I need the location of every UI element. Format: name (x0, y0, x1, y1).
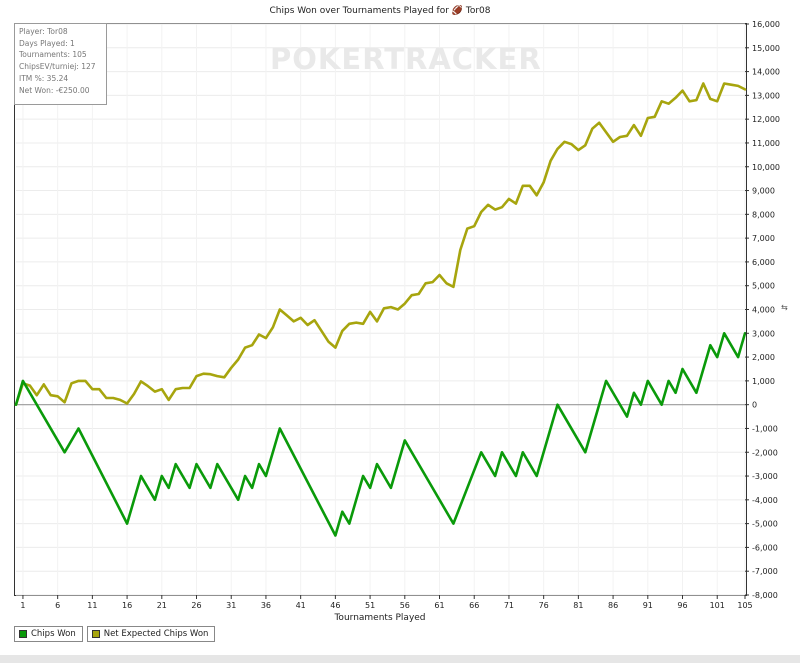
y-tick-label: -4,000 (752, 496, 778, 505)
y-tick-label: 8,000 (752, 210, 775, 219)
x-tick-label: 96 (677, 601, 687, 610)
gridlines (16, 23, 746, 596)
stats-days-played: Days Played: 1 (19, 38, 75, 48)
y-tick-label: 3,000 (752, 329, 775, 338)
x-tick-label: 86 (608, 601, 618, 610)
x-tick-label: 105 (737, 601, 752, 610)
y-tick-label: 11,000 (752, 139, 780, 148)
stats-tournaments: Tournaments: 105 (19, 50, 87, 60)
y-tick-label: -2,000 (752, 448, 778, 457)
legend-swatch-chips-won (19, 630, 27, 638)
series-lines (14, 82, 747, 537)
x-tick-label: 91 (643, 601, 653, 610)
legend: Chips Won Net Expected Chips Won (14, 626, 216, 642)
y-tick-label: 1,000 (752, 377, 775, 386)
x-tick-label: 56 (400, 601, 410, 610)
y-tick-label: -5,000 (752, 520, 778, 529)
y-tick-label: -3,000 (752, 472, 778, 481)
x-tick-label: 81 (573, 601, 583, 610)
x-tick-label: 46 (330, 601, 340, 610)
status-strip (0, 655, 800, 663)
pokertracker-watermark: POKERTRACKER (270, 42, 542, 76)
series-line-net-expected-chips-won (14, 82, 747, 407)
x-tick-label: 11 (87, 601, 97, 610)
y-tick-label: 13,000 (752, 91, 780, 100)
chart-title: Chips Won over Tournaments Played for 🏈 … (269, 6, 491, 16)
x-axis-title: Tournaments Played (333, 613, 425, 623)
y-tick-label: 4,000 (752, 306, 775, 315)
y-tick-label: -6,000 (752, 543, 778, 552)
stats-box: Player: Tor08 Days Played: 1 Tournaments… (14, 23, 107, 105)
y-tick-label: 14,000 (752, 68, 780, 77)
y-tick-label: 16,000 (752, 20, 780, 29)
x-tick-label: 21 (157, 601, 167, 610)
legend-item-chips-won[interactable]: Chips Won (14, 626, 83, 642)
y-tick-label: 9,000 (752, 187, 775, 196)
stats-player: Player: Tor08 (19, 27, 68, 36)
x-tick-label: 16 (122, 601, 132, 610)
stats-chips-ev: ChipsEV/turniej: 127 (19, 62, 96, 72)
stats-itm: ITM %: 35.24 (19, 73, 69, 83)
x-tick-label: 51 (365, 601, 375, 610)
x-tick-label: 101 (710, 601, 725, 610)
x-tick-labels: 1 6 11 16 21 26 31 36 41 46 51 56 61 66 71 76 81 86 91 96 10… (20, 595, 753, 610)
axis-toggle-icon[interactable]: ⇆ (781, 303, 788, 312)
x-tick-label: 41 (296, 601, 306, 610)
x-tick-label: 61 (434, 601, 444, 610)
y-tick-label: 0 (752, 401, 757, 410)
y-tick-label: 12,000 (752, 115, 780, 124)
legend-label: Net Expected Chips Won (103, 629, 209, 639)
x-tick-label: 66 (469, 601, 479, 610)
x-tick-label: 1 (20, 601, 25, 610)
series-line-chips-won (14, 331, 747, 537)
x-tick-label: 71 (504, 601, 514, 610)
y-tick-label: -1,000 (752, 424, 778, 433)
y-tick-label: 6,000 (752, 258, 775, 267)
legend-swatch-net-expected (91, 630, 100, 638)
y-tick-label: 7,000 (752, 234, 775, 243)
x-tick-label: 6 (55, 601, 60, 610)
y-tick-label: 2,000 (752, 353, 775, 362)
x-tick-label: 31 (226, 601, 236, 610)
x-tick-label: 36 (261, 601, 271, 610)
stats-net-won: Net Won: -€250.00 (19, 85, 90, 95)
x-tick-label: 76 (539, 601, 549, 610)
y-tick-label: -7,000 (752, 567, 778, 576)
legend-label: Chips Won (31, 629, 76, 639)
y-tick-label: 15,000 (752, 44, 780, 53)
y-tick-label: 10,000 (752, 163, 780, 172)
y-tick-label: -8,000 (752, 591, 778, 600)
y-tick-labels: 16,000 15,000 14,000 13,000 12,000 11,000 10,0… (745, 20, 780, 600)
y-tick-label: 5,000 (752, 282, 775, 291)
legend-item-net-expected[interactable]: Net Expected Chips Won (86, 626, 216, 642)
x-tick-label: 26 (191, 601, 201, 610)
